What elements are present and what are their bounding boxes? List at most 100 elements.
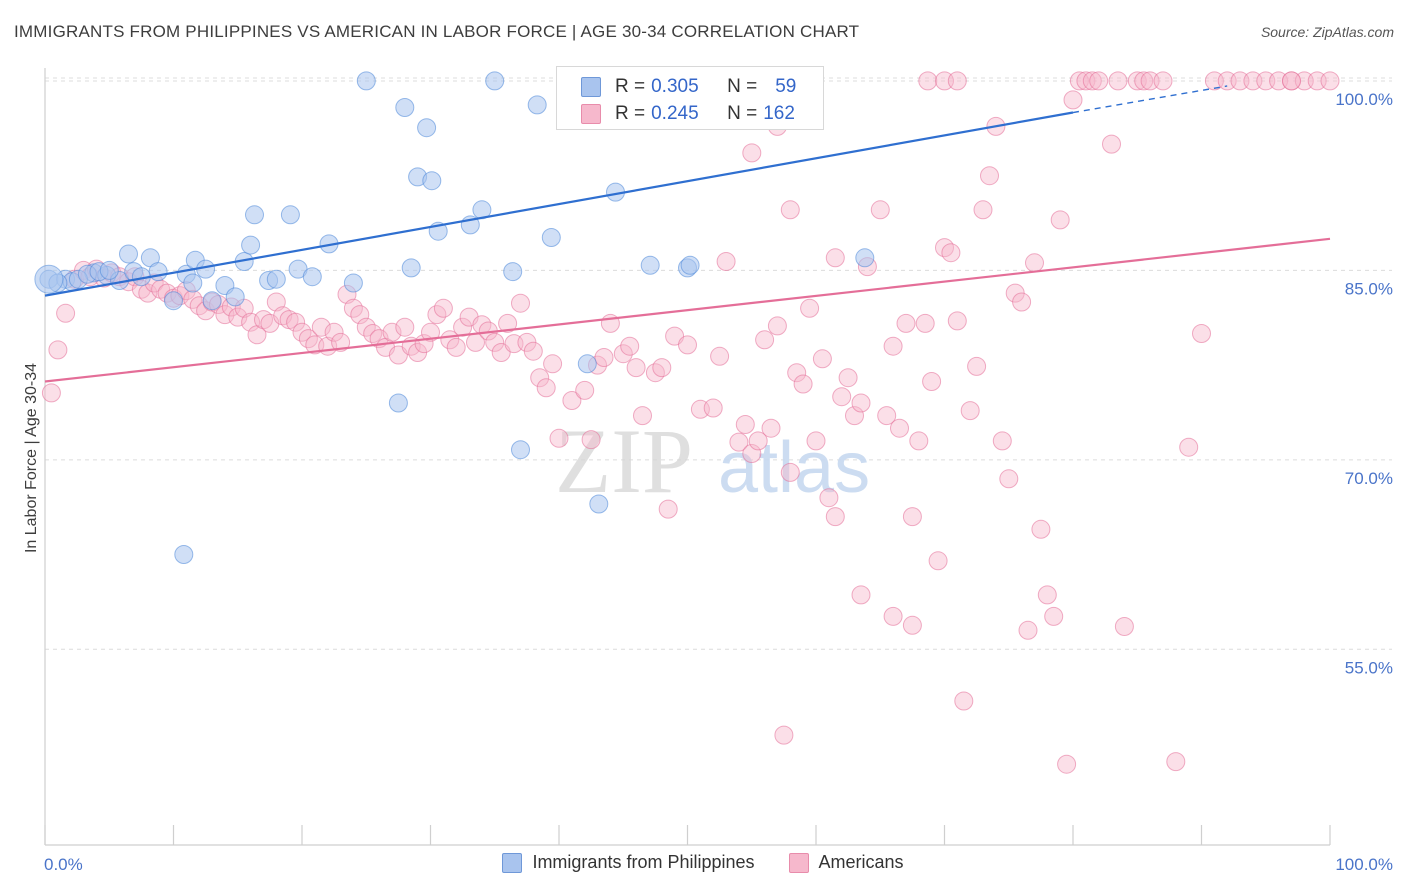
americans-point xyxy=(960,401,980,421)
americans-point xyxy=(825,248,845,268)
stats-legend-row-philippines: R = 0.305 N = 59 xyxy=(581,75,796,99)
americans-point xyxy=(1230,71,1250,91)
philippines-point xyxy=(164,291,183,311)
n-value: 59 xyxy=(775,76,797,97)
americans-point xyxy=(1018,620,1038,640)
americans-point xyxy=(918,71,938,91)
americans-point xyxy=(845,406,864,426)
americans-point xyxy=(767,316,787,336)
americans-point xyxy=(1192,324,1211,343)
x-tick-label: 100.0% xyxy=(1335,855,1393,874)
r-label: R = xyxy=(615,103,646,124)
americans-point xyxy=(594,348,614,367)
philippines-point xyxy=(589,494,609,514)
americans-point xyxy=(967,356,987,376)
americans-point xyxy=(992,431,1012,451)
americans-point xyxy=(980,166,999,186)
y-tick-label: 85.0% xyxy=(1345,279,1393,298)
americans-point xyxy=(311,317,331,337)
americans-point xyxy=(562,391,582,410)
americans-point xyxy=(1140,71,1160,91)
philippines-point xyxy=(280,205,300,225)
chart-title: IMMIGRANTS FROM PHILIPPINES VS AMERICAN … xyxy=(14,22,860,41)
x-tick-label: 0.0% xyxy=(44,855,83,874)
legend-swatch-americans xyxy=(581,104,601,124)
americans-point xyxy=(883,336,903,356)
americans-point xyxy=(549,428,569,448)
legend-label-americans: Americans xyxy=(818,852,904,872)
source-label[interactable]: Source: ZipAtlas.com xyxy=(1260,24,1394,40)
americans-point xyxy=(421,322,440,342)
americans-point xyxy=(523,341,543,361)
americans-point xyxy=(819,488,839,508)
americans-point xyxy=(947,311,967,331)
americans-point xyxy=(1243,71,1263,91)
americans-point xyxy=(999,469,1019,489)
legend-item-americans[interactable]: Americans xyxy=(788,852,904,873)
americans-point xyxy=(748,431,768,451)
americans-point xyxy=(909,431,929,451)
y-tick-label: 55.0% xyxy=(1345,658,1393,677)
philippines-point xyxy=(34,264,64,294)
americans-point xyxy=(703,398,723,418)
x-tick-labels: 0.0% 100.0% xyxy=(44,855,1393,874)
americans-point xyxy=(1069,71,1089,91)
americans-point xyxy=(973,200,993,220)
americans-point xyxy=(742,143,762,163)
americans-point xyxy=(800,298,820,318)
americans-point xyxy=(922,372,942,391)
legend-swatch-philippines xyxy=(581,77,601,97)
americans-point xyxy=(645,363,665,383)
americans-point xyxy=(742,444,762,463)
americans-point xyxy=(941,243,961,263)
americans-point xyxy=(716,252,736,271)
philippines-point xyxy=(266,269,286,289)
y-tick-label: 70.0% xyxy=(1345,469,1393,488)
philippines-point xyxy=(680,255,700,275)
series-immigrants-from-philippines xyxy=(34,71,875,564)
philippines-point xyxy=(356,71,376,91)
americans-point xyxy=(832,387,852,407)
americans-point xyxy=(613,344,633,364)
americans-point xyxy=(1037,585,1057,605)
philippines-point xyxy=(401,258,421,278)
americans-point xyxy=(1044,606,1064,626)
americans-point xyxy=(485,332,505,352)
americans-point xyxy=(1108,71,1128,91)
americans-point xyxy=(1153,71,1173,91)
philippines-point xyxy=(148,262,168,282)
americans-point xyxy=(935,238,954,258)
americans-point xyxy=(1114,617,1134,636)
philippines-trend-extension xyxy=(1072,85,1228,114)
legend-label-philippines: Immigrants from Philippines xyxy=(532,852,755,872)
americans-point xyxy=(1050,210,1070,230)
philippines-point xyxy=(225,287,245,307)
series-americans xyxy=(41,71,1340,774)
legend-swatch-americans xyxy=(788,852,809,873)
r-label: R = xyxy=(615,76,646,97)
philippines-point xyxy=(241,235,261,255)
n-label: N = xyxy=(727,103,758,124)
americans-point xyxy=(954,691,974,711)
americans-point xyxy=(331,332,351,352)
americans-point xyxy=(851,393,871,413)
americans-point xyxy=(626,358,646,378)
philippines-point xyxy=(577,354,597,374)
philippines-point xyxy=(485,71,505,91)
americans-point xyxy=(787,363,807,383)
americans-point xyxy=(1134,71,1154,91)
americans-point xyxy=(286,312,306,332)
r-value: 0.305 xyxy=(651,76,699,97)
n-value: 162 xyxy=(763,103,795,124)
legend-item-philippines[interactable]: Immigrants from Philippines xyxy=(502,852,755,873)
axes xyxy=(44,68,1331,846)
americans-point xyxy=(947,71,967,91)
americans-point xyxy=(530,368,550,388)
americans-point xyxy=(498,313,518,333)
philippines-point xyxy=(202,291,222,311)
philippines-point xyxy=(395,98,415,117)
americans-point xyxy=(851,585,871,605)
stats-legend-row-americans: R = 0.245 N = 162 xyxy=(581,102,795,126)
americans-point xyxy=(883,606,903,626)
americans-point xyxy=(780,462,800,482)
